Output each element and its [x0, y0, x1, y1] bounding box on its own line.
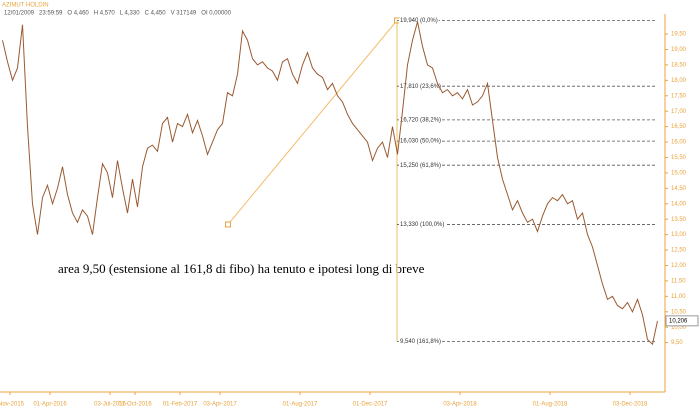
header-field: V 317149 [171, 11, 197, 17]
header-field: C 4,450 [145, 11, 167, 17]
x-tick-label: 03-Apr-2017 [203, 402, 237, 408]
last-price-box [665, 315, 699, 327]
fib-label: 13,330 (100,0%) [400, 222, 444, 228]
header-field: OI 0,00000 [201, 11, 231, 17]
fib-label: 9,540 (161,8%) [400, 339, 441, 345]
y-tick-label: 10,50 [671, 309, 687, 315]
annotation: area 9,50 (estensione al 161,8 di fibo) … [58, 261, 425, 276]
y-tick-label: 12,50 [671, 248, 687, 254]
y-tick-label: 18,00 [671, 78, 687, 84]
fib-label-bg [399, 138, 443, 145]
fib-trend [227, 20, 398, 225]
y-tick-label: 12,00 [671, 263, 687, 269]
fib-label-bg [399, 162, 443, 169]
y-tick-label: 14,50 [671, 186, 687, 192]
fib-label-bg [399, 117, 443, 124]
x-tick-label: 03-Jul-2016 [94, 402, 126, 408]
y-tick-label: 19,50 [671, 32, 687, 38]
fib-label-bg [399, 18, 439, 25]
fib-label: 16,720 (38,2%) [400, 117, 441, 123]
header-field: 12/01/2009 [4, 11, 35, 17]
y-tick-label: 10,00 [671, 325, 687, 331]
header-field: H 4,570 [94, 11, 116, 17]
fib-label: 17,810 (23,6%) [400, 84, 441, 90]
x-tick-label: -Nov-2015 [0, 402, 25, 408]
fib-handle [225, 221, 231, 228]
last-price-label: 10,206 [669, 318, 688, 324]
fib-label-bg [399, 83, 443, 90]
x-tick-label: 01-Feb-2017 [163, 402, 198, 408]
header-field: L 4,330 [120, 11, 140, 17]
y-tick-label: 16,50 [671, 124, 687, 130]
fib-label: 16,030 (50,0%) [400, 139, 441, 145]
y-tick-label: 13,00 [671, 232, 687, 238]
fib-label-bg [399, 338, 443, 345]
y-tick-label: 19,00 [671, 47, 687, 53]
y-tick-label: 18,50 [671, 62, 687, 68]
y-tick-label: 17,50 [671, 93, 687, 99]
y-tick-label: 15,50 [671, 155, 687, 161]
fib-label: 15,250 (61,8%) [400, 163, 441, 169]
x-tick-label: 01-Oct-2016 [118, 402, 152, 408]
y-tick-label: 13,50 [671, 217, 687, 223]
y-tick-label: 9,50 [671, 340, 683, 346]
y-tick-label: 15,00 [671, 170, 687, 176]
y-tick-label: 17,00 [671, 109, 687, 115]
x-tick-label: 01-Apr-2016 [33, 402, 67, 408]
x-tick-label: 01-Aug-2017 [283, 402, 318, 408]
x-tick-label: 01-Dec-2017 [353, 402, 388, 408]
y-tick-label: 14,00 [671, 201, 687, 207]
price-line [2, 21, 658, 346]
header-field: O 4,460 [67, 11, 89, 17]
x-tick-label: 03-Dec-2018 [613, 402, 648, 408]
chart-title: AZIMUT HOLDIN [2, 3, 49, 9]
x-tick-label: 01-Aug-2018 [533, 402, 568, 408]
x-tick-label: 03-Apr-2018 [443, 402, 477, 408]
y-tick-label: 11,50 [671, 278, 686, 284]
header-field: 23:59:59 [39, 11, 63, 17]
fib-label: 19,940 (0,0%) [400, 18, 438, 24]
y-tick-label: 11,00 [671, 294, 686, 300]
fib-label-bg [399, 222, 446, 229]
y-tick-label: 16,00 [671, 140, 687, 146]
